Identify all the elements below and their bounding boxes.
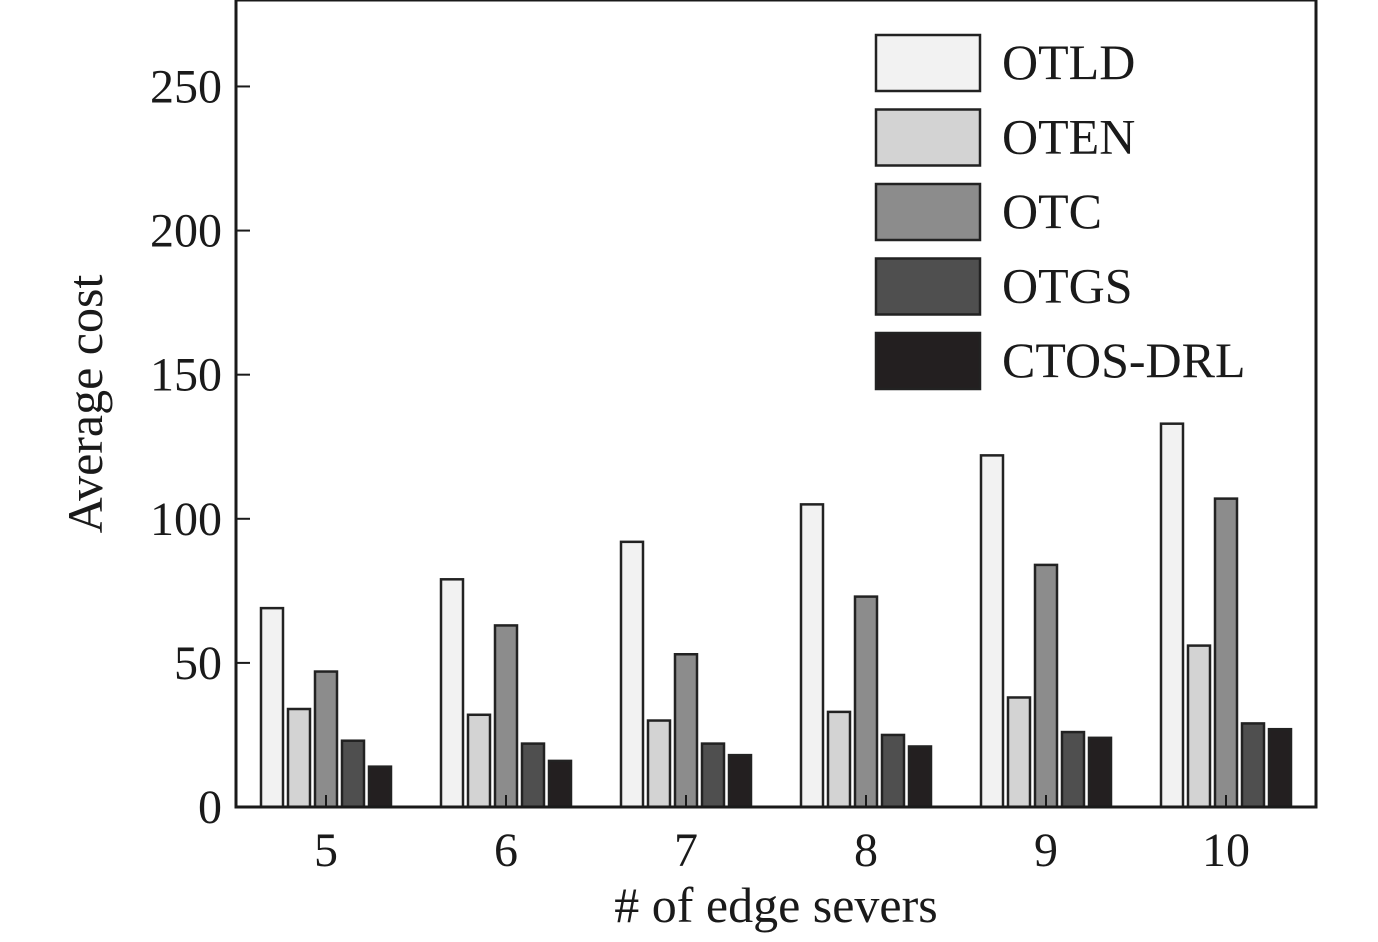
legend: OTLD OTEN OTC OTGS CTOS-DRL [874, 33, 1246, 391]
bar-otld-7 [619, 540, 645, 809]
bar-oten-7 [646, 719, 672, 809]
bar-otld-9 [979, 454, 1005, 809]
plot-area [259, 422, 1293, 809]
bar-ctos-drl-7 [727, 753, 753, 809]
plot-frame [234, 0, 1318, 809]
bar-ctos-drl-10 [1267, 727, 1293, 809]
legend-label: OTGS [1002, 258, 1133, 314]
y-tick-label: 150 [150, 349, 222, 402]
y-tick-label: 200 [150, 205, 222, 258]
legend-swatch [874, 331, 982, 391]
bar-otc-9 [1033, 563, 1059, 809]
legend-label: OTC [1002, 183, 1102, 239]
bar-otc-5 [313, 670, 339, 809]
legend-swatch [874, 257, 982, 316]
x-tick-label: 10 [1202, 824, 1250, 877]
bar-otc-6 [493, 624, 519, 809]
bar-ctos-drl-8 [907, 745, 933, 809]
bar-oten-9 [1006, 696, 1032, 809]
bar-oten-6 [466, 713, 492, 809]
legend-label: CTOS-DRL [1002, 332, 1246, 388]
y-tick-label: 250 [150, 60, 222, 113]
legend-item-otgs: OTGS [874, 257, 1133, 316]
bar-ctos-drl-5 [367, 765, 393, 809]
x-tick-label: 6 [494, 824, 518, 877]
legend-item-otld: OTLD [874, 33, 1135, 93]
y-tick-label: 0 [198, 781, 222, 834]
x-axis-label: # of edge severs [614, 877, 938, 933]
legend-item-otc: OTC [874, 182, 1102, 242]
legend-swatch [874, 33, 982, 93]
bar-otld-10 [1159, 422, 1185, 809]
bar-otc-7 [673, 652, 699, 809]
bar-ctos-drl-6 [547, 759, 573, 809]
bar-otgs-9 [1060, 730, 1086, 809]
y-tick-label: 50 [174, 637, 222, 690]
legend-label: OTLD [1002, 34, 1135, 90]
legend-swatch [874, 108, 982, 167]
bar-oten-8 [826, 710, 852, 809]
bar-otgs-7 [700, 742, 726, 809]
x-axis: 5 6 7 8 9 10 [314, 795, 1250, 877]
x-tick-label: 5 [314, 824, 338, 877]
bar-otld-8 [799, 503, 825, 809]
y-tick-label: 100 [150, 493, 222, 546]
bar-otld-5 [259, 606, 285, 809]
bar-otgs-10 [1240, 722, 1266, 809]
x-tick-label: 8 [854, 824, 878, 877]
legend-swatch [874, 182, 982, 242]
bar-otgs-8 [880, 733, 906, 809]
bar-otc-8 [853, 595, 879, 809]
bar-otc-10 [1213, 497, 1239, 809]
bar-oten-10 [1186, 644, 1212, 809]
legend-label: OTEN [1002, 109, 1135, 165]
y-axis: 0 50 100 150 200 250 [150, 60, 250, 834]
x-tick-label: 9 [1034, 824, 1058, 877]
y-axis-label: Average cost [57, 275, 113, 534]
x-tick-label: 7 [674, 824, 698, 877]
bar-ctos-drl-9 [1087, 736, 1113, 809]
bar-oten-5 [286, 707, 312, 809]
bar-otgs-5 [340, 739, 366, 809]
legend-item-oten: OTEN [874, 108, 1135, 167]
legend-item-ctos-drl: CTOS-DRL [874, 331, 1246, 391]
bar-otgs-6 [520, 742, 546, 809]
bar-otld-6 [439, 578, 465, 809]
